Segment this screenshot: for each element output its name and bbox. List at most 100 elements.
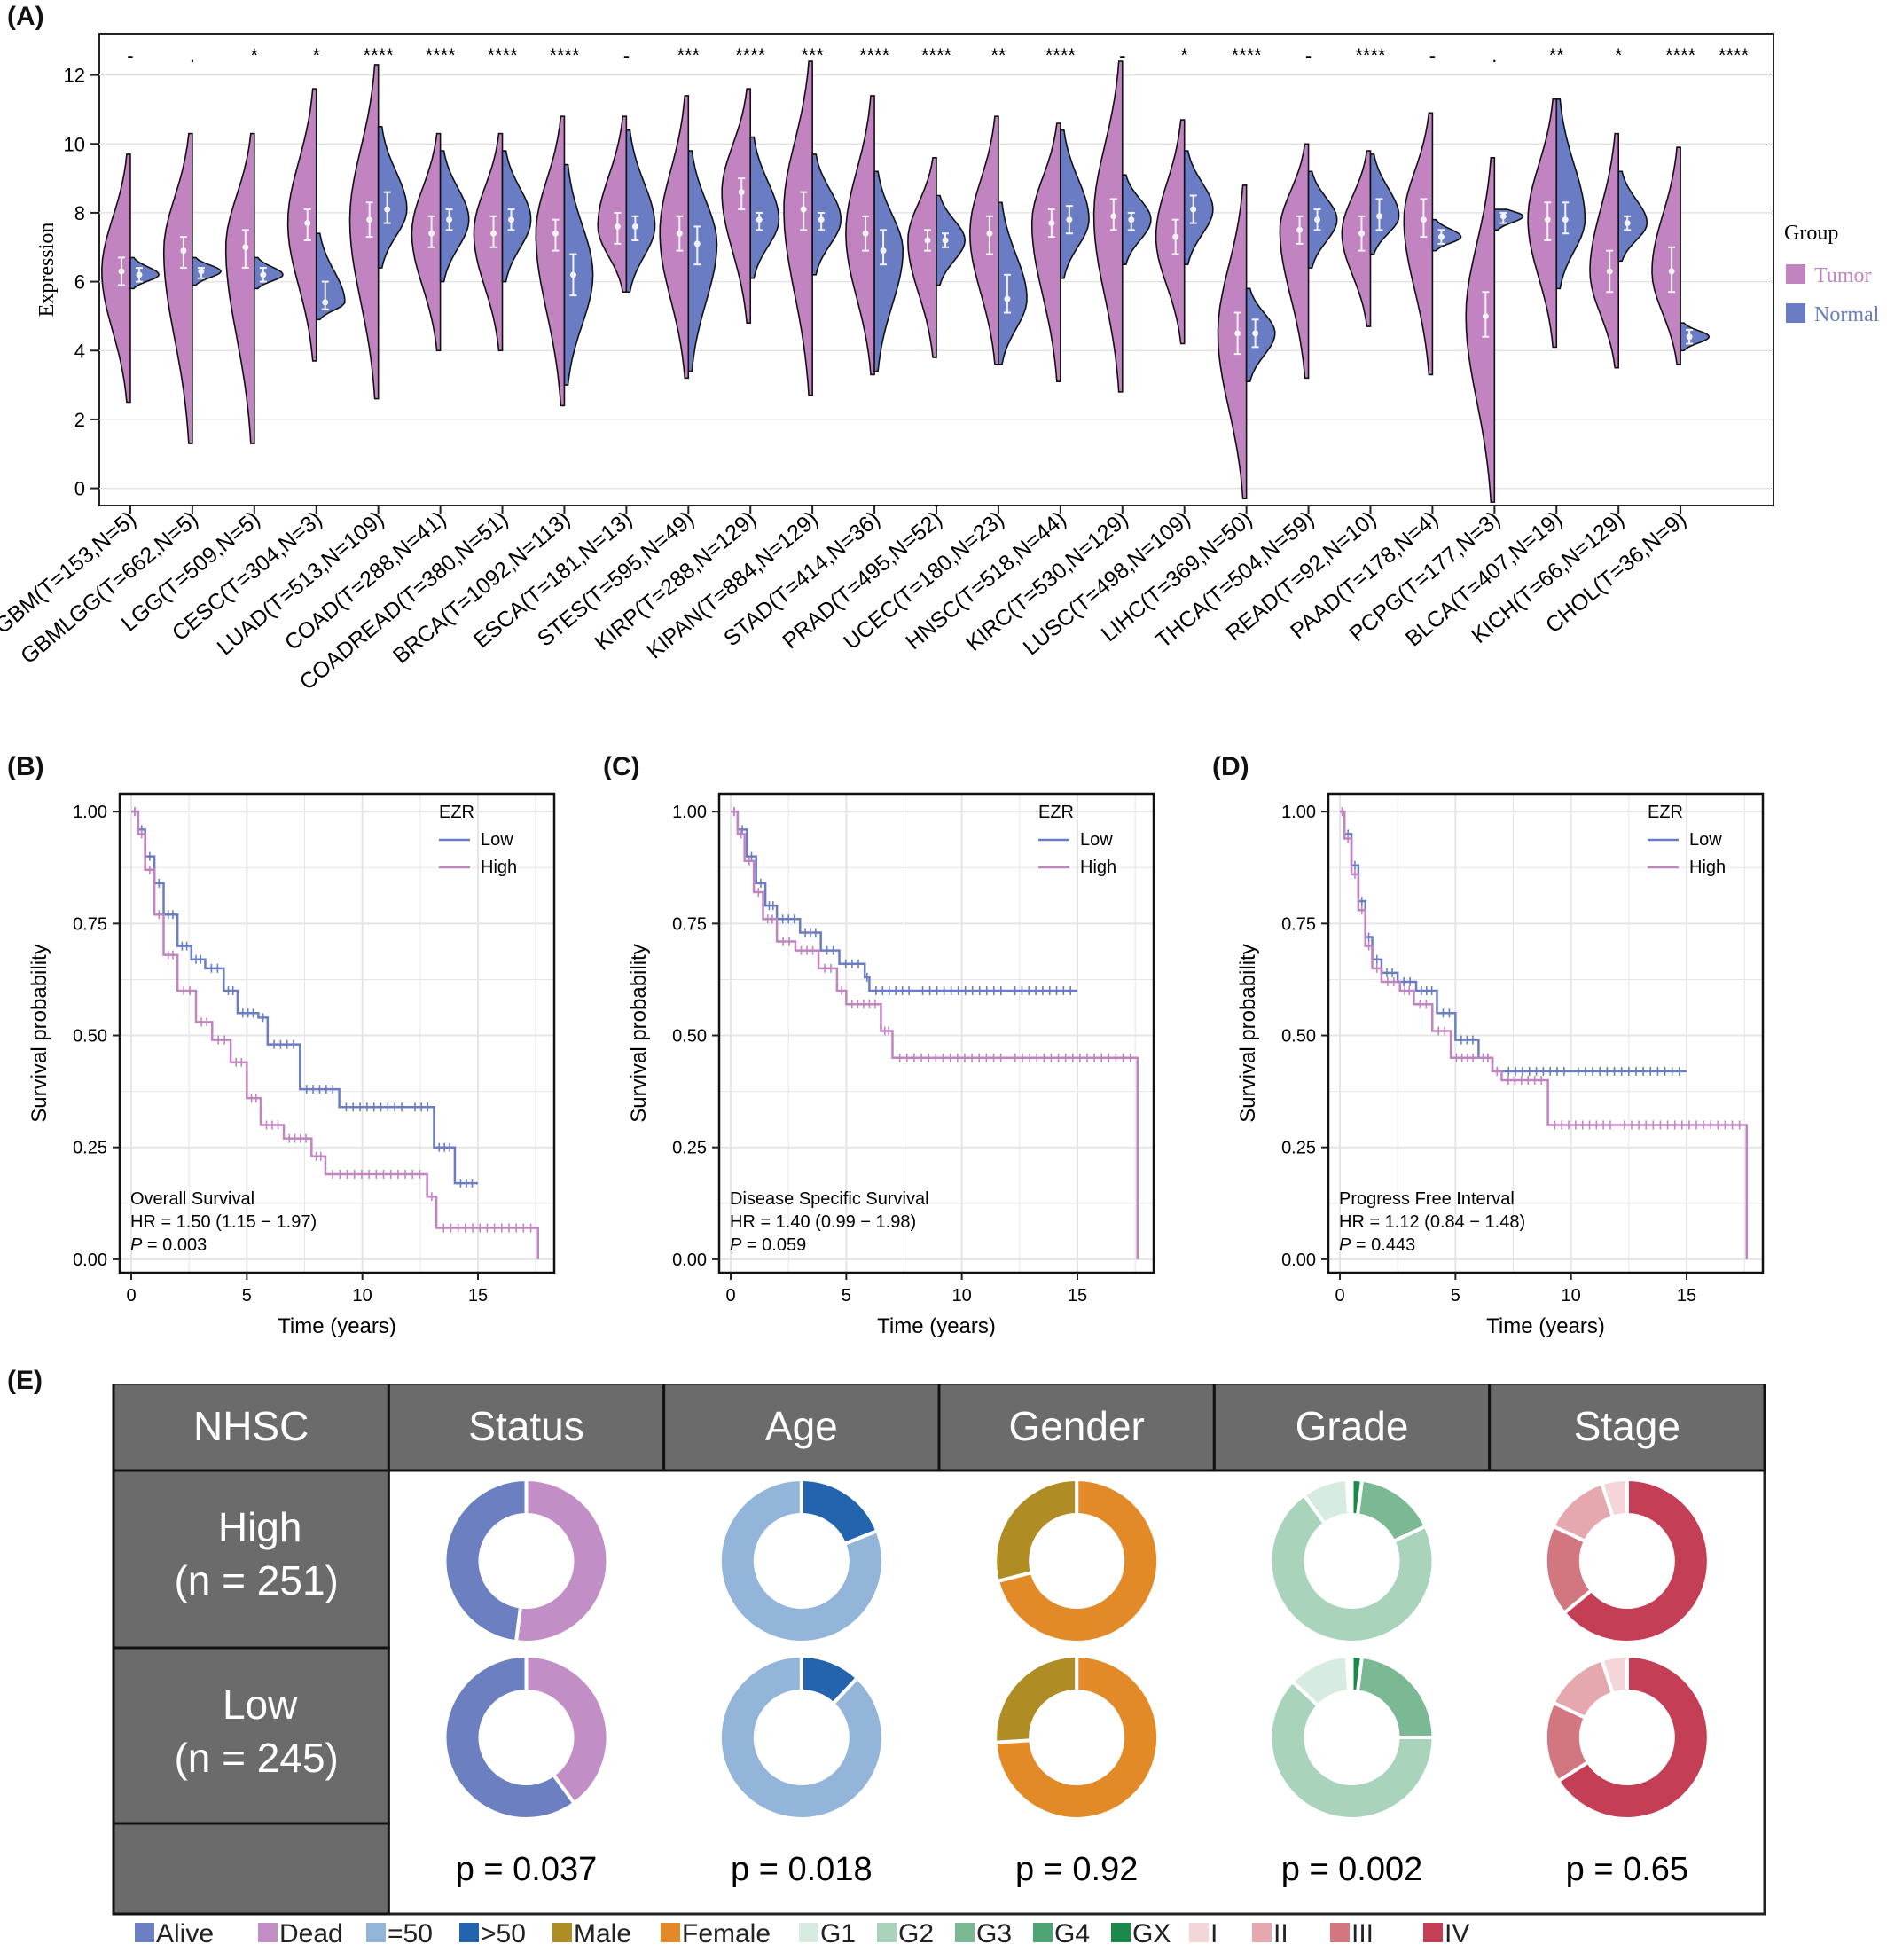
violin-significance-label: * xyxy=(1180,44,1188,67)
violin-median-point xyxy=(304,220,311,227)
violin-significance-label: **** xyxy=(1232,44,1263,67)
km-x-tick-label: 10 xyxy=(353,1286,372,1305)
km-hazard-ratio: HR = 1.40 (0.99 − 1.98) xyxy=(730,1212,916,1232)
violin-median-point xyxy=(1358,230,1365,237)
violin-normal-half xyxy=(998,201,1028,365)
table-row-count: (n = 245) xyxy=(174,1735,338,1781)
km-legend-label: Low xyxy=(481,830,513,850)
km-legend-label: High xyxy=(481,858,517,877)
violin-median-point xyxy=(1190,206,1197,213)
violin-normal-half xyxy=(1060,129,1090,279)
violin-y-axis-label: Expression xyxy=(35,223,59,318)
violin-normal-half xyxy=(439,150,470,283)
violin-normal-half xyxy=(501,150,532,283)
violin-median-point xyxy=(1128,216,1135,223)
table-legend-label: Dead xyxy=(279,1919,343,1948)
donut-segment xyxy=(1344,1477,1354,1517)
km-x-axis-label: Time (years) xyxy=(877,1314,996,1338)
km-p-symbol: P xyxy=(1339,1235,1351,1255)
violin-median-point xyxy=(614,223,621,230)
violin-median-point xyxy=(1296,226,1304,233)
table-header-cell xyxy=(662,1384,941,1472)
violin-normal-half xyxy=(936,194,967,286)
km-curve-title: Progress Free Interval xyxy=(1339,1189,1515,1209)
table-header-cell xyxy=(387,1384,666,1472)
km-y-tick-label: 0.25 xyxy=(672,1139,707,1158)
violin-significance-label: ** xyxy=(1549,44,1565,67)
violin-normal-half xyxy=(625,129,656,294)
violin-significance-label: - xyxy=(623,44,630,67)
violin-median-point xyxy=(136,271,143,278)
km-x-tick-label: 0 xyxy=(1335,1286,1344,1305)
violin-significance-label: - xyxy=(127,44,133,67)
violin-median-point xyxy=(569,271,576,278)
km-plot-background xyxy=(120,794,554,1273)
km-y-tick-label: 0.75 xyxy=(1281,914,1316,934)
table-legend-swatch xyxy=(661,1923,680,1942)
km-y-tick-label: 1.00 xyxy=(1281,803,1316,822)
violin-median-point xyxy=(1686,333,1693,341)
km-curve-low xyxy=(131,810,478,1185)
table-header-label: Stage xyxy=(1574,1403,1680,1449)
violin-median-point xyxy=(1048,220,1055,227)
violin-median-point xyxy=(693,240,701,247)
violin-median-point xyxy=(631,223,638,230)
violin-y-tick-label: 6 xyxy=(74,271,85,294)
violin-tumor-half xyxy=(473,132,504,352)
km-curve-title: Overall Survival xyxy=(130,1189,254,1209)
donut-segment xyxy=(993,1653,1079,1744)
table-legend-label: IV xyxy=(1445,1919,1469,1948)
violin-significance-label: * xyxy=(1615,44,1623,67)
violin-tumor-half xyxy=(224,132,255,444)
km-chart-overall-survival: 0 5 10 15 0.00 0.25 0.50 0.75 1.00 Time (years) Su… xyxy=(27,792,556,1338)
violin-median-point xyxy=(260,271,267,278)
violin-legend-label: Tumor xyxy=(1814,264,1871,287)
violin-tumor-half xyxy=(1092,60,1124,393)
donut-segment xyxy=(1599,1653,1629,1697)
km-x-tick-label: 10 xyxy=(952,1286,972,1305)
violin-tumor-half xyxy=(411,132,442,352)
violin-normal-half xyxy=(811,153,842,276)
violin-median-point xyxy=(818,216,825,223)
table-header-cell xyxy=(1488,1384,1766,1472)
panel-label-d: (D) xyxy=(1212,752,1249,781)
km-legend-label: Low xyxy=(1080,830,1113,850)
donut-segment xyxy=(442,1477,529,1644)
table-legend-swatch xyxy=(552,1923,572,1942)
km-x-tick-label: 5 xyxy=(242,1286,252,1305)
table-legend-label: I xyxy=(1210,1919,1218,1948)
violin-normal-half xyxy=(749,136,780,279)
violin-tumor-half xyxy=(783,60,813,396)
table-legend-label: Male xyxy=(574,1919,631,1948)
violin-significance-label: **** xyxy=(364,44,395,67)
violin-median-point xyxy=(986,230,993,237)
km-plot-frame xyxy=(717,792,1155,1274)
violin-significance-label: **** xyxy=(487,44,518,67)
km-y-axis-label: Survival probability xyxy=(27,944,51,1122)
violin-median-point xyxy=(1066,216,1073,223)
violin-tumor-half xyxy=(1341,150,1372,327)
violin-tumor-half xyxy=(1217,184,1248,500)
km-y-tick-label: 0.00 xyxy=(73,1250,107,1270)
violin-significance-label: *** xyxy=(801,44,824,67)
km-x-tick-label: 15 xyxy=(1068,1286,1087,1305)
violin-normal-half xyxy=(1121,174,1152,266)
violin-normal-half xyxy=(1183,150,1214,266)
violin-median-point xyxy=(924,237,931,244)
violin-significance-label: **** xyxy=(549,44,580,67)
violin-significance-label: **** xyxy=(859,44,890,67)
violin-normal-half xyxy=(1307,170,1338,269)
violin-tumor-half xyxy=(1465,156,1496,503)
km-curve-high xyxy=(1340,810,1749,1259)
violin-significance-label: *** xyxy=(677,44,700,67)
violin-y-tick-label: 10 xyxy=(64,133,85,155)
violin-significance-label: - xyxy=(1305,44,1312,67)
violin-tumor-half xyxy=(1403,112,1434,376)
table-legend-swatch xyxy=(1252,1923,1272,1942)
km-x-tick-label: 10 xyxy=(1562,1286,1581,1305)
table-legend-swatch xyxy=(135,1923,154,1942)
violin-tumor-half xyxy=(1651,146,1681,365)
donut-segment xyxy=(1599,1477,1629,1520)
violin-tumor-half xyxy=(659,95,690,380)
km-curve-title: Disease Specific Survival xyxy=(730,1189,929,1209)
